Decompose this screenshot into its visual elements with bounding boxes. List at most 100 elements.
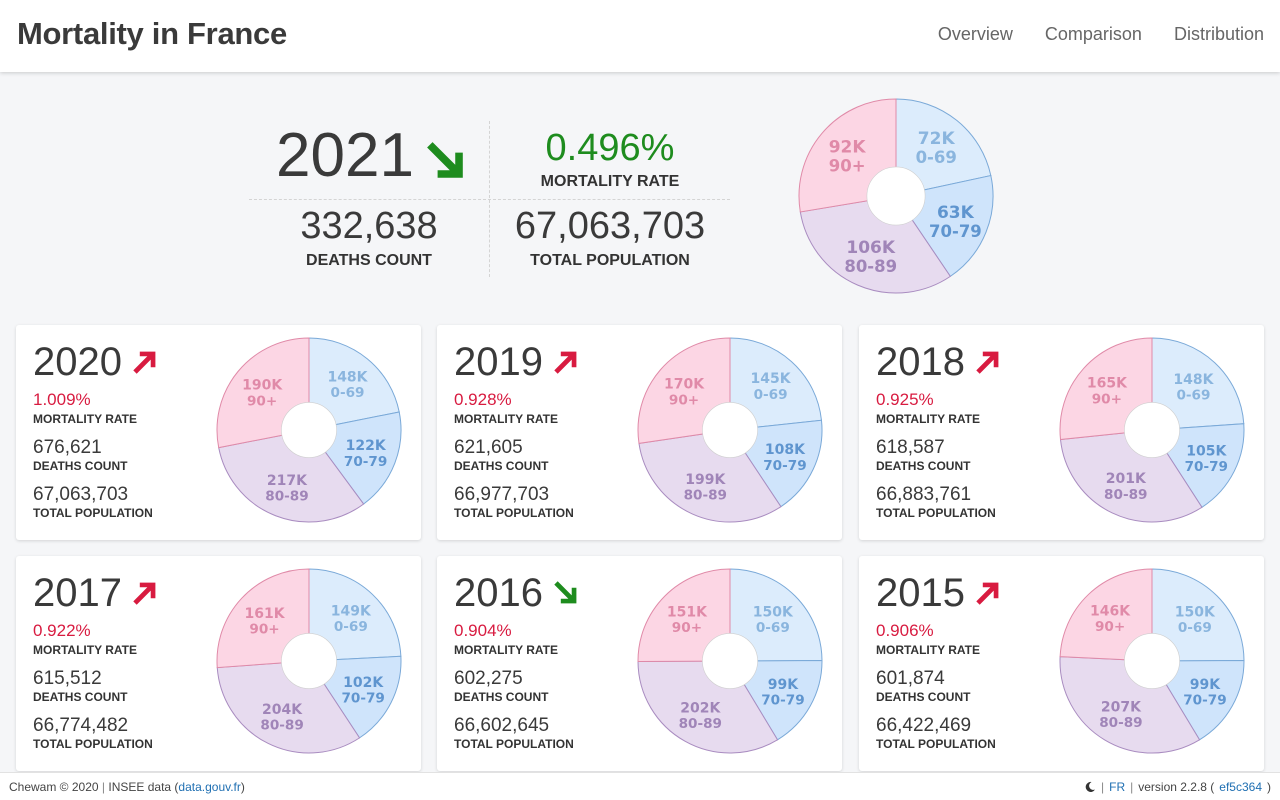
deaths-count-label: DEATHS COUNT <box>454 690 549 704</box>
trend-up-icon <box>976 351 999 374</box>
mortality-rate-value: 0.922% <box>33 621 91 640</box>
trend-down-icon <box>554 581 577 604</box>
mortality-rate-value: 0.906% <box>876 621 934 640</box>
year-label: 2020 <box>33 340 122 384</box>
donut-hole <box>1124 402 1180 458</box>
deaths-count-value: 332,638 <box>300 205 438 247</box>
pie-slice-90-plus[interactable] <box>637 568 731 662</box>
year-card-2016[interactable]: 2016 0.904% MORTALITY RATE 602,275 DEATH… <box>437 556 842 771</box>
pie-slice-70-79[interactable] <box>729 660 823 741</box>
pie-slice-0-69[interactable] <box>1151 568 1245 662</box>
slice-value-label-70-79: 63K <box>937 203 975 223</box>
year-card-2015[interactable]: 2015 0.906% MORTALITY RATE 601,874 DEATH… <box>859 556 1264 771</box>
total-population-label: TOTAL POPULATION <box>876 737 996 751</box>
current-year-summary: 2021 0.496% MORTALITY RATE 332,638 DEATH… <box>0 72 1280 312</box>
donut-hole <box>281 402 337 458</box>
slice-value-label-80-89: 207K <box>1101 699 1142 715</box>
deaths-count-label: DEATHS COUNT <box>33 690 128 704</box>
trend-up-icon <box>133 582 156 605</box>
insee-suffix: ) <box>240 780 245 794</box>
version-hash-link[interactable]: ef5c364 <box>1219 780 1262 794</box>
pie-slice-80-89[interactable] <box>638 429 782 523</box>
pie-slice-0-69[interactable] <box>729 568 823 662</box>
trend-arrow-shape <box>554 351 577 374</box>
pie-slice-0-69[interactable] <box>895 98 992 197</box>
deaths-count-label: DEATHS COUNT <box>33 459 128 473</box>
slice-group-label-0-69: 0-69 <box>331 385 365 401</box>
year-label: 2018 <box>876 340 965 384</box>
mortality-rate-label: MORTALITY RATE <box>33 412 137 426</box>
data-gouv-link[interactable]: data.gouv.fr <box>178 780 241 794</box>
slice-value-label-0-69: 72K <box>918 129 956 149</box>
deaths-count-value: 615,512 <box>33 668 102 689</box>
deaths-count-label: DEATHS COUNT <box>876 690 971 704</box>
year-card-2020[interactable]: 2020 1.009% MORTALITY RATE 676,621 DEATH… <box>16 325 421 540</box>
slice-group-label-80-89: 80-89 <box>1104 487 1147 503</box>
year-card-2018[interactable]: 2018 0.925% MORTALITY RATE 618,587 DEATH… <box>859 325 1264 540</box>
pie-slice-80-89[interactable] <box>218 429 365 523</box>
slice-value-label-80-89: 202K <box>680 700 721 716</box>
nav-overview[interactable]: Overview <box>937 24 1013 44</box>
slice-value-label-80-89: 201K <box>1106 471 1147 487</box>
deaths-count-label: DEATHS COUNT <box>306 252 432 269</box>
app-title: Mortality in France <box>17 16 287 51</box>
slice-group-label-0-69: 0-69 <box>756 620 790 636</box>
slice-value-label-70-79: 108K <box>765 442 806 458</box>
nav-distribution[interactable]: Distribution <box>1173 24 1264 44</box>
slice-group-label-80-89: 80-89 <box>679 716 722 732</box>
total-population-value: 67,063,703 <box>514 205 706 247</box>
pie-slice-0-69[interactable] <box>308 337 400 431</box>
pie-slice-90-plus[interactable] <box>216 568 310 669</box>
slice-group-label-80-89: 80-89 <box>684 487 727 503</box>
pie-slice-0-69[interactable] <box>729 337 823 431</box>
slice-group-label-0-69: 0-69 <box>916 148 957 167</box>
pie-slice-80-89[interactable] <box>799 195 952 294</box>
deaths-count-value: 676,621 <box>33 437 102 458</box>
donut-hole <box>866 166 926 226</box>
slice-group-label-80-89: 80-89 <box>844 257 897 276</box>
slice-value-label-70-79: 105K <box>1186 444 1227 460</box>
deaths-count-value: 621,605 <box>454 437 523 458</box>
slice-group-label-70-79: 70-79 <box>761 693 804 709</box>
pie-slice-90-plus[interactable] <box>1059 337 1153 441</box>
slice-group-label-90-plus: 90+ <box>1095 619 1125 635</box>
slice-value-label-0-69: 148K <box>327 369 368 385</box>
separator: | <box>101 780 106 794</box>
pie-slice-0-69[interactable] <box>1151 337 1245 431</box>
slice-group-label-90-plus: 90+ <box>249 622 279 638</box>
year-card-2019[interactable]: 2019 0.928% MORTALITY RATE 621,605 DEATH… <box>437 325 842 540</box>
slice-group-label-90-plus: 90+ <box>247 393 277 409</box>
slice-value-label-0-69: 149K <box>331 603 372 619</box>
trend-down-icon <box>427 142 463 178</box>
slice-group-label-70-79: 70-79 <box>341 690 384 706</box>
pie-slice-0-69[interactable] <box>308 568 402 662</box>
year-card-2017[interactable]: 2017 0.922% MORTALITY RATE 615,512 DEATH… <box>16 556 421 771</box>
slice-group-label-80-89: 80-89 <box>1099 715 1142 731</box>
nav-comparison[interactable]: Comparison <box>1044 24 1142 44</box>
language-toggle[interactable]: FR <box>1109 780 1126 794</box>
total-population-value: 66,602,645 <box>454 715 550 736</box>
total-population-value: 66,422,469 <box>876 715 972 736</box>
trend-arrow-shape <box>133 351 156 374</box>
slice-group-label-90-plus: 90+ <box>669 392 699 408</box>
footer-credits: Chewam © 2020 | INSEE data (data.gouv.fr… <box>9 780 245 794</box>
slice-group-label-80-89: 80-89 <box>265 489 308 505</box>
mortality-rate-label: MORTALITY RATE <box>876 412 980 426</box>
slice-value-label-90-plus: 151K <box>667 604 708 620</box>
pie-slice-70-79[interactable] <box>1151 660 1245 741</box>
mortality-rate-value: 0.496% <box>545 127 675 169</box>
total-population-label: TOTAL POPULATION <box>454 737 574 751</box>
moon-icon[interactable] <box>1084 781 1096 793</box>
pie-slice-90-plus[interactable] <box>1059 568 1153 662</box>
mortality-rate-label: MORTALITY RATE <box>454 643 558 657</box>
year-label: 2021 <box>276 121 414 190</box>
insee-prefix: INSEE data ( <box>108 780 179 794</box>
pie-slice-80-89[interactable] <box>1059 656 1201 754</box>
